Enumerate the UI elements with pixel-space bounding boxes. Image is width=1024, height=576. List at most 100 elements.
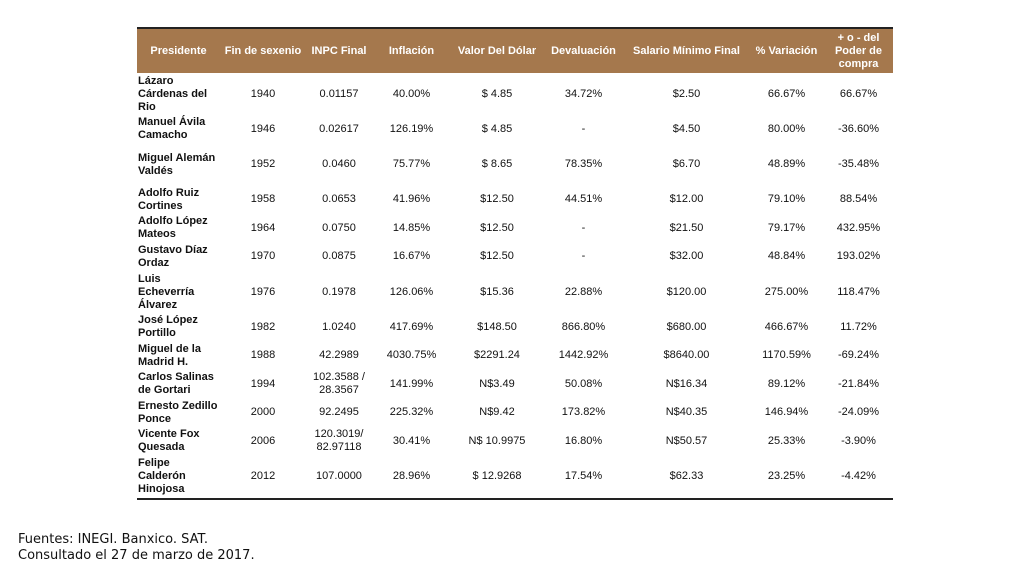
variacion-cell: 466.67% [764,320,809,333]
poder-compra-cell: 118.47% [837,285,880,298]
president-name-cell: Felipe Calderón Hinojosa [138,457,186,495]
header-inpc-final: INPC Final [311,44,367,57]
president-name-cell: Carlos Salinas de Gortari [138,371,214,397]
inflacion-cell: 75.77% [392,158,431,170]
poder-compra-cell: 66.67% [839,87,878,100]
salario-cell: $2.50 [672,87,701,100]
fin-sexenio-cell: 1988 [250,349,276,362]
header-variacion: % Variación [755,44,818,57]
dolar-cell: $ 8.65 [481,158,513,170]
devaluacion-cell: - [581,221,586,234]
fin-sexenio-cell: 1940 [250,87,276,100]
salario-cell: $6.70 [672,158,701,170]
inflacion-cell: 40.00% [392,87,431,100]
dolar-cell: $12.50 [480,250,514,263]
header-presidente: Presidente [150,44,207,57]
table-row: Luis Echeverría Álvarez 1976 0.1978 126.06%… [137,271,893,313]
dolar-cell: N$9.42 [479,406,515,419]
fin-sexenio-cell: 1964 [250,221,276,234]
dolar-cell: $148.50 [477,320,517,333]
poder-compra-cell: -36.60% [838,122,879,135]
variacion-cell: 79.10% [767,193,806,206]
devaluacion-cell: 22.88% [564,285,603,298]
inflacion-cell: 126.19% [389,122,434,135]
dolar-cell: $ 12.9268 [472,470,522,482]
header-salario-minimo: Salario Mínimo Final [633,44,740,57]
dolar-cell: $ 4.85 [481,122,513,135]
salario-cell: $4.50 [672,122,701,135]
inpc-cell: 0.0875 [322,250,356,263]
table-header-row: Presidente Fin de sexenio INPC Final Inf… [137,28,893,73]
poder-compra-cell: -3.90% [841,434,876,447]
president-name-cell: Adolfo López Mateos [138,215,208,241]
table-row: José López Portillo 1982 1.0240 417.69% $148… [137,313,893,342]
poder-compra-cell: -24.09% [838,406,879,419]
devaluacion-cell: 866.80% [561,320,606,333]
header-devaluacion: Devaluación [551,44,616,57]
fin-sexenio-cell: 1970 [250,250,276,263]
poder-compra-cell: -35.48% [838,158,879,170]
header-poder-compra: + o - del Poder de compra [834,31,883,70]
inflacion-cell: 16.67% [392,250,431,263]
variacion-cell: 79.17% [767,221,806,234]
fin-sexenio-cell: 1982 [250,320,276,333]
dolar-cell: $15.36 [480,285,514,298]
header-valor-dolar: Valor Del Dólar [457,44,537,57]
presidents-economic-table: Presidente Fin de sexenio INPC Final Inf… [137,27,893,500]
inpc-cell: 0.01157 [319,87,359,100]
inpc-cell: 0.0750 [322,221,356,234]
president-name-cell: Miguel de la Madrid H. [138,342,201,368]
dolar-cell: N$ 10.9975 [468,434,526,447]
inflacion-cell: 28.96% [392,470,431,482]
inpc-cell: 0.02617 [319,122,359,135]
fin-sexenio-cell: 1946 [250,122,276,135]
header-fin-sexenio: Fin de sexenio [224,44,302,57]
president-name-cell: Lázaro Cárdenas del Rio [138,74,208,113]
president-name-cell: Gustavo Díaz Ordaz [138,243,208,269]
table-row: Vicente Fox Quesada 2006 120.3019/ 82.9711… [137,427,893,456]
salario-cell: $32.00 [669,250,704,263]
dolar-cell: $2291.24 [474,349,520,362]
variacion-cell: 1170.59% [762,349,811,362]
dolar-cell: $ 4.85 [481,87,513,100]
sources-footer: Fuentes: INEGI. Banxico. SAT. Consultado… [18,532,255,564]
variacion-cell: 275.00% [764,285,809,298]
variacion-cell: 146.94% [764,406,809,419]
inpc-cell: 92.2495 [319,406,359,419]
table-row: Miguel Alemán Valdés 1952 0.0460 75.77% $ 8.… [137,144,893,186]
president-name-cell: Vicente Fox Quesada [138,428,200,454]
fin-sexenio-cell: 2000 [250,406,276,419]
inflacion-cell: 126.06% [389,285,434,298]
header-inflacion: Inflación [388,44,435,57]
devaluacion-cell: 78.35% [564,158,603,170]
poder-compra-cell: 432.95% [836,221,881,234]
variacion-cell: 80.00% [767,122,806,135]
devaluacion-cell: 1442.92% [558,349,609,362]
president-name-cell: Luis Echeverría Álvarez [138,272,195,311]
salario-cell: $680.00 [666,320,707,333]
inflacion-cell: 141.99% [389,377,434,390]
salario-cell: $120.00 [666,285,707,298]
devaluacion-cell: 173.82% [561,406,606,419]
poder-compra-cell: 193.02% [836,250,881,263]
devaluacion-cell: - [581,122,586,135]
salario-cell: N$40.35 [665,406,708,419]
salario-cell: N$16.34 [665,377,708,390]
inflacion-cell: 14.85% [392,221,431,234]
table-row: Adolfo López Mateos 1964 0.0750 14.85% $12.5… [137,214,893,243]
inpc-cell: 1.0240 [322,320,356,333]
table-row: Ernesto Zedillo Ponce 2000 92.2495 225.32% N… [137,399,893,428]
dolar-cell: N$3.49 [479,377,515,390]
fin-sexenio-cell: 1976 [250,285,276,298]
salario-cell: $21.50 [669,221,704,234]
inflacion-cell: 41.96% [392,193,431,206]
salario-cell: $12.00 [669,193,704,206]
presidents-table-container: Presidente Fin de sexenio INPC Final Inf… [137,27,893,500]
variacion-cell: 25.33% [767,434,806,447]
fin-sexenio-cell: 1952 [250,158,276,170]
inpc-cell: 0.0460 [322,158,356,170]
inflacion-cell: 30.41% [392,434,431,447]
president-name-cell: Miguel Alemán Valdés [138,151,216,177]
table-row: Lázaro Cárdenas del Rio 1940 0.01157 40.00%… [137,73,893,115]
salario-cell: $62.33 [669,470,704,482]
